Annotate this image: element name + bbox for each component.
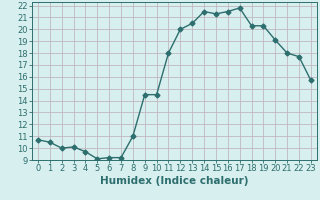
X-axis label: Humidex (Indice chaleur): Humidex (Indice chaleur) xyxy=(100,176,249,186)
